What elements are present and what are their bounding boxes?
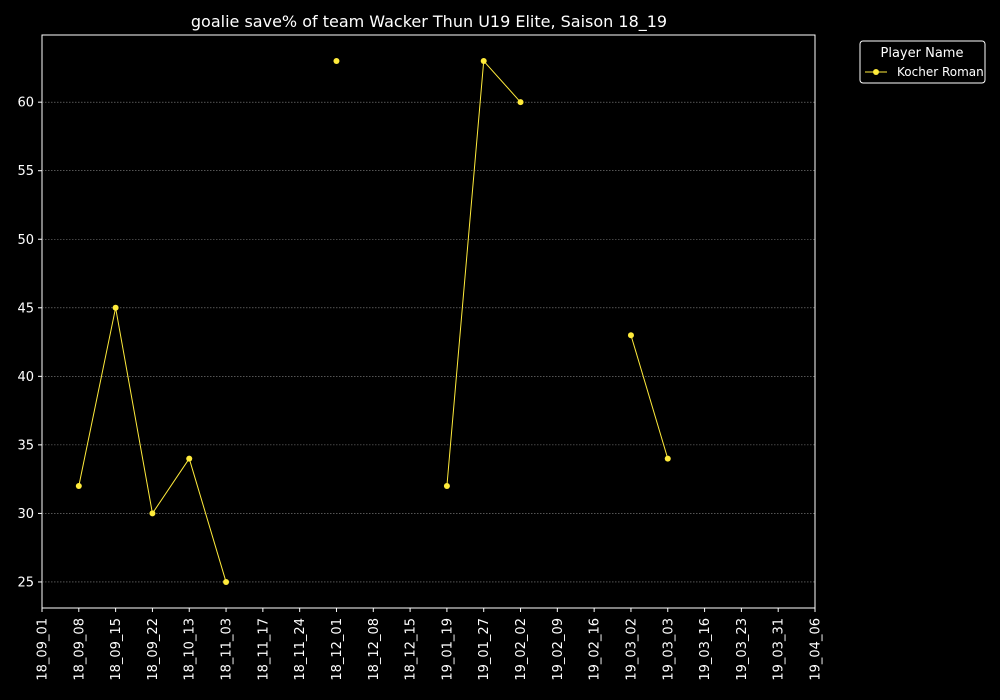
data-point [480,58,487,65]
x-tick-label: 18_09_08 [72,618,87,681]
x-tick-label: 18_11_17 [256,618,271,681]
data-point [112,304,119,311]
series-line-segment [446,59,521,487]
x-tick-label: 19_01_19 [440,618,455,681]
data-point [517,99,524,106]
legend: Player Name Kocher Roman [859,40,986,84]
legend-marker-swatch [873,69,879,75]
data-point [443,482,450,489]
series-layer [75,58,671,585]
legend-box [859,40,986,84]
y-tick-label: 35 [17,438,34,453]
y-tick-label: 50 [17,233,34,248]
x-tick-label: 18_11_03 [220,618,235,681]
x-tick-label: 19_03_03 [661,618,676,681]
y-tick-label: 45 [17,301,34,316]
x-tick-label: 18_09_22 [146,618,161,681]
series-line-segment [78,307,227,583]
x-tick-label: 18_09_01 [36,618,51,681]
x-tick-label: 19_02_09 [551,618,566,681]
data-point [186,455,193,462]
y-tick-label: 30 [17,507,34,522]
x-tick-label: 19_03_16 [698,618,713,681]
y-tick-label: 25 [17,575,34,590]
data-point [664,455,671,462]
data-point [75,482,82,489]
y-tick-label: 60 [17,96,34,111]
data-point [627,332,634,339]
x-tick-label: 19_01_27 [477,618,492,681]
x-axis: 18_09_01 18_09_08 18_09_15 18_09_22 18_10_13… [36,608,824,681]
x-tick-label: 18_09_15 [109,618,124,681]
y-axis: 25 30 35 40 45 50 55 60 [17,96,42,590]
plot-area [41,34,816,609]
series-line-segment [630,335,669,459]
legend-label: Kocher Roman [897,65,984,79]
x-tick-label: 19_02_16 [588,618,603,681]
x-tick-label: 18_12_01 [330,618,345,681]
y-tick-label: 40 [17,370,34,385]
x-tick-label: 19_04_06 [809,618,824,681]
x-tick-label: 18_12_15 [404,618,419,681]
data-point [149,510,156,517]
y-tick-label: 55 [17,164,34,179]
x-tick-label: 18_11_24 [293,618,308,681]
data-point [333,58,340,65]
x-tick-label: 19_03_02 [624,618,639,681]
chart-title: goalie save% of team Wacker Thun U19 Eli… [191,12,667,32]
x-tick-label: 19_03_31 [772,618,787,681]
x-tick-label: 19_03_23 [735,618,750,681]
x-tick-label: 18_10_13 [183,618,198,681]
data-point [223,578,230,585]
legend-title: Player Name [881,46,964,61]
x-tick-label: 19_02_02 [514,618,529,681]
x-tick-label: 18_12_08 [367,618,382,681]
grid-lines [42,101,815,583]
